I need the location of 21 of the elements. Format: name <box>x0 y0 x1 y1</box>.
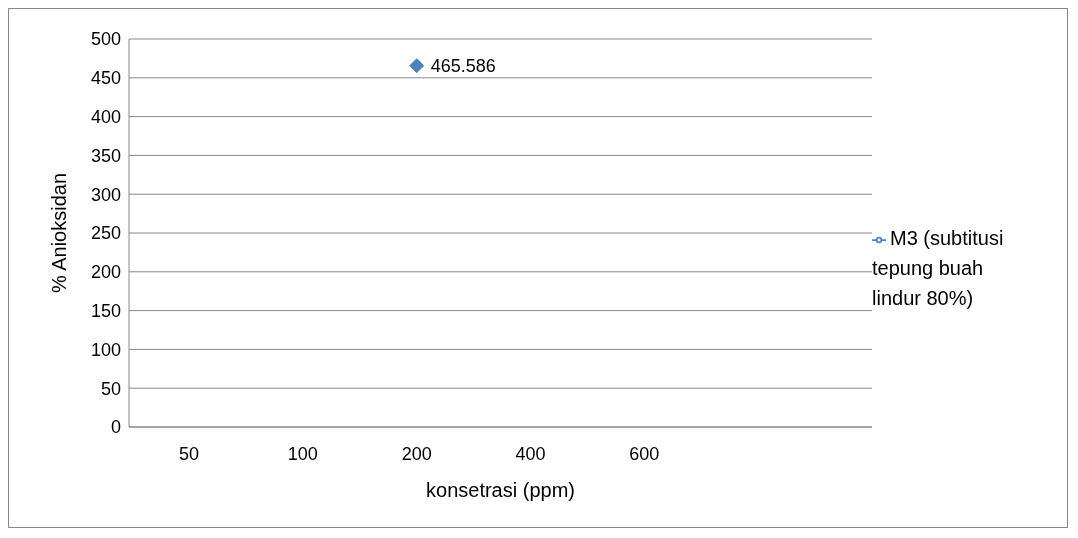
y-tick-label: 250 <box>90 223 121 244</box>
y-tick-label: 0 <box>110 417 121 438</box>
y-tick-label: 100 <box>90 339 121 360</box>
y-tick-label: 450 <box>90 68 121 89</box>
x-tick-label: 600 <box>629 443 660 464</box>
x-tick-label: 50 <box>178 443 200 464</box>
x-tick-label: 200 <box>401 443 432 464</box>
y-tick-label: 400 <box>90 106 121 127</box>
x-tick-label: 100 <box>287 443 318 464</box>
y-tick-label: 500 <box>90 29 121 50</box>
y-tick-label: 50 <box>100 378 121 399</box>
data-label: 465.586 <box>430 56 496 77</box>
y-tick-label: 200 <box>90 262 121 283</box>
y-tick-label: 150 <box>90 300 121 321</box>
frame: M3 (subtitusi tepung buah lindur 80%) 50 100 200 400 600 konsetrasi (ppm) 0 50 100 150 200 250 300 350 400 450 500 % Anioksidan 465.586 <box>8 8 1068 528</box>
x-tick-label: 400 <box>515 443 546 464</box>
y-axis-title: % Anioksidan <box>48 172 71 294</box>
y-tick-label: 350 <box>90 145 121 166</box>
legend-label: M3 (subtitusi tepung buah lindur 80%) <box>872 227 1004 309</box>
x-axis-title: konsetrasi (ppm) <box>426 479 575 501</box>
y-tick-label: 300 <box>90 184 121 205</box>
